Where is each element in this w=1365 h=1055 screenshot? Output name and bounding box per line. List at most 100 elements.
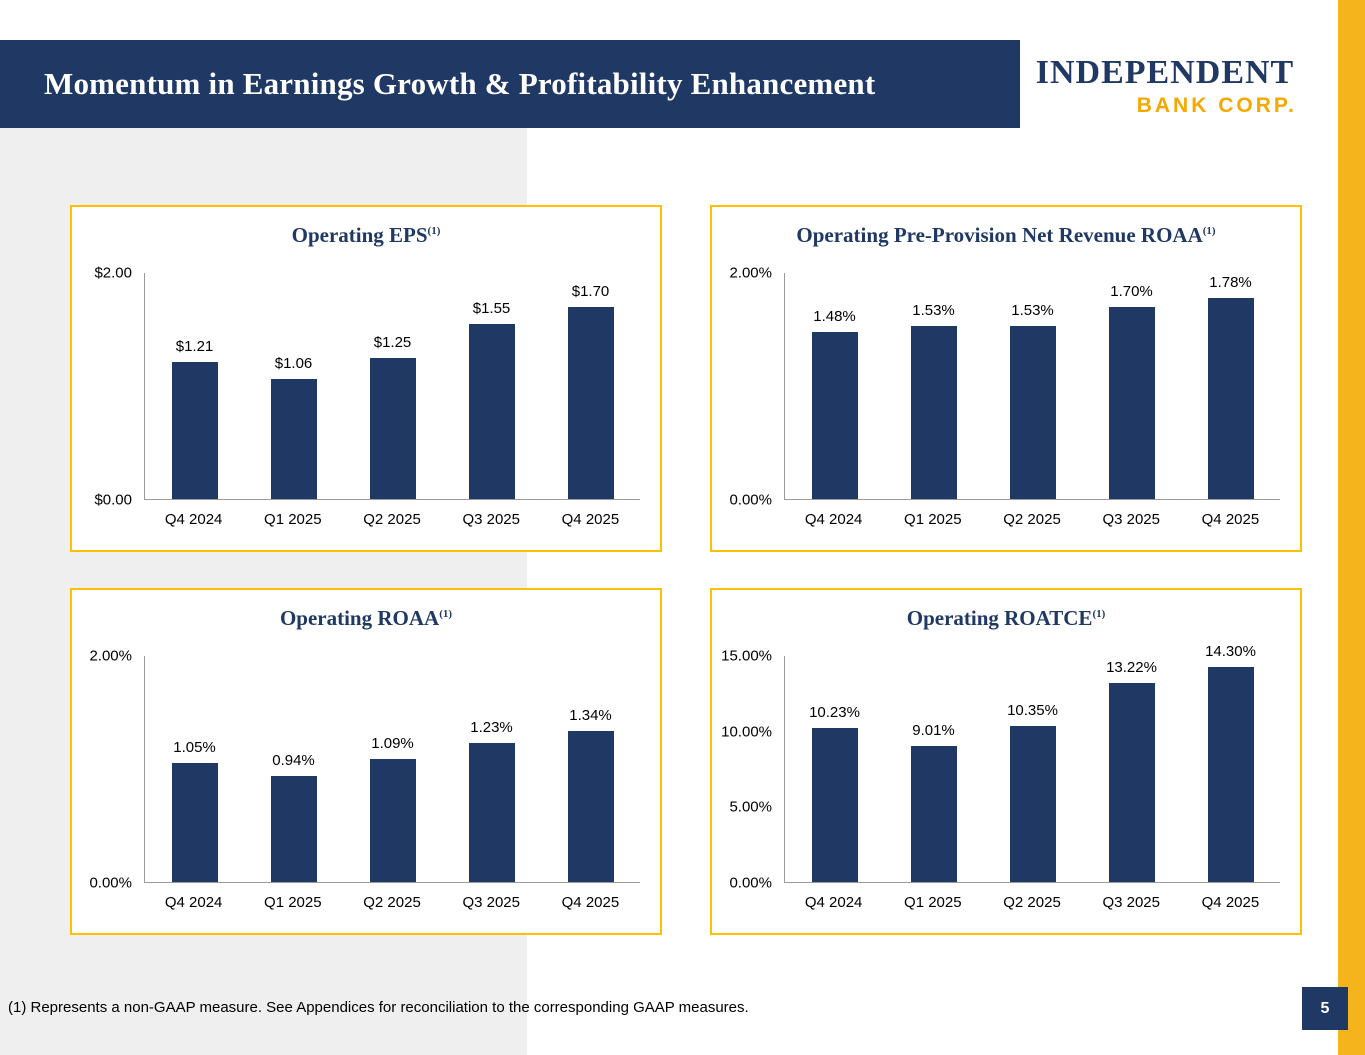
- right-gold-stripe: [1338, 0, 1365, 1055]
- bar: 1.05%: [171, 739, 218, 882]
- bar-slot: 1.78%: [1181, 273, 1280, 499]
- bar: 10.35%: [1007, 702, 1058, 882]
- bar-value-label: $1.06: [274, 355, 313, 373]
- x-axis-labels: Q4 2024 Q1 2025 Q2 2025 Q3 2025 Q4 2025: [784, 894, 1280, 911]
- bar-value-label: 1.05%: [173, 739, 216, 757]
- bar: 13.22%: [1106, 659, 1157, 882]
- y-axis-tick-label: $0.00: [94, 491, 132, 509]
- bar-value-label: 1.53%: [912, 302, 955, 320]
- x-axis-category-label: Q1 2025: [264, 894, 322, 911]
- x-axis-category-label: Q3 2025: [462, 894, 520, 911]
- bar-slot: 1.48%: [785, 273, 884, 499]
- y-axis-tick-label: 0.00%: [89, 874, 132, 892]
- bar-value-label: 1.53%: [1011, 302, 1054, 320]
- bar-value-label: 1.78%: [1209, 273, 1252, 291]
- title-banner: Momentum in Earnings Growth & Profitabil…: [0, 40, 1020, 128]
- y-axis: 15.00% 10.00% 5.00% 0.00%: [712, 648, 784, 892]
- bar: 1.53%: [910, 302, 957, 499]
- bar-slot: 1.09%: [343, 656, 442, 882]
- bar: 1.53%: [1009, 302, 1056, 499]
- chart-title: Operating ROATCE(1): [712, 606, 1300, 631]
- bar: 1.23%: [468, 719, 515, 882]
- page-number-badge: 5: [1302, 987, 1348, 1030]
- chart-title-superscript: (1): [439, 608, 453, 620]
- footnote: (1) Represents a non-GAAP measure. See A…: [8, 999, 749, 1016]
- plot-region: $2.00 $0.00 $1.21 $1.06 $1.25 $1.55 $1.70 Q4 …: [72, 265, 640, 528]
- plot-region: 15.00% 10.00% 5.00% 0.00% 10.23% 9.01% 10.35%…: [712, 643, 1280, 911]
- y-axis: 2.00% 0.00%: [72, 648, 144, 892]
- x-axis-category-label: Q4 2024: [804, 511, 863, 528]
- bar-slot: 9.01%: [884, 656, 983, 882]
- logo-name-text: INDEPENDENT: [1035, 54, 1295, 91]
- bar-slot: 14.30%: [1181, 643, 1280, 882]
- x-axis-category-label: Q4 2024: [164, 894, 223, 911]
- bar-value-label: $1.55: [472, 299, 511, 317]
- x-axis-category-label: Q4 2024: [804, 894, 863, 911]
- chart-title-superscript: (1): [1092, 608, 1106, 620]
- x-axis-category-label: Q2 2025: [363, 511, 421, 528]
- x-axis-category-label: Q2 2025: [1003, 894, 1061, 911]
- x-axis-category-label: Q4 2025: [561, 894, 620, 911]
- bar: 1.34%: [567, 707, 614, 882]
- bar-value-label: $1.70: [571, 282, 610, 300]
- bar-value-label: 10.35%: [1007, 702, 1058, 720]
- bar: 1.78%: [1207, 274, 1254, 499]
- bar-slot: 1.53%: [884, 273, 983, 499]
- x-axis-category-label: Q1 2025: [904, 894, 962, 911]
- chart-title-text: Operating ROAA: [279, 606, 440, 630]
- plot-region: 2.00% 0.00% 1.05% 0.94% 1.09% 1.23% 1.34% Q4 …: [72, 648, 640, 911]
- bar: 10.23%: [809, 704, 860, 882]
- bar: $1.55: [468, 300, 515, 499]
- chart-title: Operating ROAA(1): [72, 606, 660, 631]
- chart-title: Operating Pre-Provision Net Revenue ROAA…: [712, 223, 1300, 248]
- x-axis-category-label: Q4 2024: [164, 511, 223, 528]
- chart-operating-roatce: Operating ROATCE(1) 15.00% 10.00% 5.00% 0.0…: [710, 588, 1302, 935]
- x-axis-category-label: Q3 2025: [1102, 894, 1160, 911]
- bar-slot: $1.06: [244, 273, 343, 499]
- chart-title-superscript: (1): [427, 225, 441, 237]
- bar: 1.70%: [1108, 283, 1155, 499]
- bar-slot: 1.34%: [541, 656, 640, 882]
- bar-value-label: 9.01%: [912, 722, 955, 740]
- x-axis-labels: Q4 2024 Q1 2025 Q2 2025 Q3 2025 Q4 2025: [784, 511, 1280, 528]
- bar-slot: 10.35%: [983, 656, 1082, 882]
- bar: $1.06: [270, 355, 317, 499]
- x-axis-labels: Q4 2024 Q1 2025 Q2 2025 Q3 2025 Q4 2025: [144, 511, 640, 528]
- x-axis-category-label: Q2 2025: [1003, 511, 1061, 528]
- logo-bankcorp-text: BANK CORP.: [1136, 94, 1297, 117]
- x-axis-category-label: Q4 2025: [1201, 894, 1260, 911]
- y-axis-tick-label: 5.00%: [729, 798, 772, 816]
- y-axis-tick-label: $2.00: [94, 264, 132, 282]
- y-axis: 2.00% 0.00%: [712, 265, 784, 509]
- x-axis-labels: Q4 2024 Q1 2025 Q2 2025 Q3 2025 Q4 2025: [144, 894, 640, 911]
- y-axis-tick-label: 2.00%: [89, 647, 132, 665]
- bar-value-label: 14.30%: [1205, 642, 1256, 660]
- company-logo: INDEPENDENT BANK CORP.: [1033, 54, 1297, 118]
- bar-slot: $1.25: [343, 273, 442, 499]
- x-axis-category-label: Q3 2025: [462, 511, 520, 528]
- bar: 1.48%: [811, 308, 858, 499]
- chart-title-superscript: (1): [1202, 225, 1216, 237]
- chart-operating-roaa: Operating ROAA(1) 2.00% 0.00% 1.05% 0.94% 1…: [70, 588, 662, 935]
- plot-region: 2.00% 0.00% 1.48% 1.53% 1.53% 1.70% 1.78% Q4 …: [712, 265, 1280, 528]
- bar: 1.09%: [369, 735, 416, 882]
- bar-slot: 1.23%: [442, 656, 541, 882]
- chart-title: Operating EPS(1): [72, 223, 660, 248]
- bars-container: 1.05% 0.94% 1.09% 1.23% 1.34%: [145, 656, 640, 882]
- x-axis-category-label: Q4 2025: [1201, 511, 1260, 528]
- y-axis-tick-label: 10.00%: [721, 723, 772, 741]
- bar-slot: 1.70%: [1082, 273, 1181, 499]
- y-axis-tick-label: 15.00%: [721, 647, 772, 665]
- bar: 9.01%: [910, 722, 957, 882]
- bar-slot: 1.05%: [145, 656, 244, 882]
- bars-container: 1.48% 1.53% 1.53% 1.70% 1.78%: [785, 273, 1280, 499]
- x-axis-category-label: Q3 2025: [1102, 511, 1160, 528]
- bar: $1.25: [369, 334, 416, 499]
- chart-title-text: Operating EPS: [291, 223, 428, 247]
- bar: 0.94%: [270, 752, 317, 882]
- bar: 14.30%: [1205, 643, 1256, 882]
- bar: $1.70: [567, 283, 614, 499]
- chart-operating-ppnr-roaa: Operating Pre-Provision Net Revenue ROAA…: [710, 205, 1302, 552]
- chart-operating-eps: Operating EPS(1) $2.00 $0.00 $1.21 $1.06 $1…: [70, 205, 662, 552]
- bar-value-label: $1.25: [373, 333, 412, 351]
